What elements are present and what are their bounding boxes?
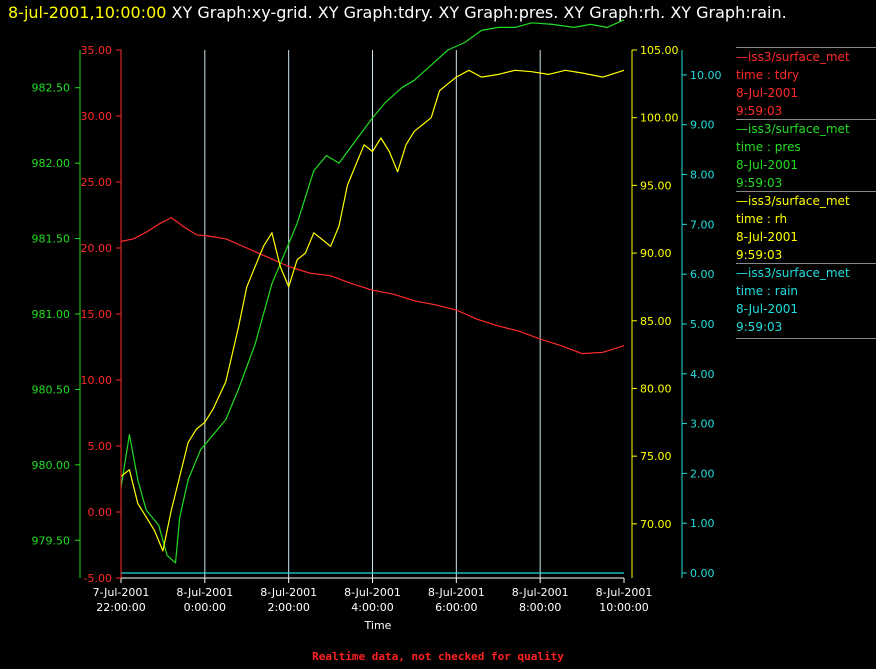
rain-tick-label: 5.00 <box>690 318 715 331</box>
rain-tick-label: 1.00 <box>690 517 715 530</box>
legend-line2: time : pres <box>736 140 801 154</box>
legend-line1: —iss3/surface_met <box>736 122 850 136</box>
pres-tick-label: 982.00 <box>32 157 71 170</box>
tdry-tick-label: -5.00 <box>84 572 112 585</box>
rh-tick-label: 100.00 <box>640 112 679 125</box>
legend-line3: 8-Jul-2001 <box>736 302 798 316</box>
legend-line1: —iss3/surface_met <box>736 50 850 64</box>
rain-tick-label: 9.00 <box>690 119 715 132</box>
tdry-tick-label: 0.00 <box>88 506 113 519</box>
x-tick-label: 4:00:00 <box>351 601 393 614</box>
x-tick-label: 8-Jul-2001 <box>428 586 485 599</box>
rh-tick-label: 70.00 <box>640 518 672 531</box>
tdry-tick-label: 15.00 <box>81 308 113 321</box>
tdry-tick-label: 30.00 <box>81 110 113 123</box>
tdry-tick-label: 5.00 <box>88 440 113 453</box>
pres-tick-label: 982.50 <box>32 82 71 95</box>
pres-series-line <box>120 19 625 564</box>
pres-tick-label: 979.50 <box>32 534 71 547</box>
legend-separator-line <box>736 338 876 339</box>
tdry-tick-label: 20.00 <box>81 242 113 255</box>
grid-lines <box>204 50 541 578</box>
x-tick-label: 8-Jul-2001 <box>260 586 317 599</box>
legend-line3: 8-Jul-2001 <box>736 158 798 172</box>
legend-line1: —iss3/surface_met <box>736 194 850 208</box>
x-tick-label: 8:00:00 <box>519 601 561 614</box>
rain-tick-label: 8.00 <box>690 169 715 182</box>
quality-footer: Realtime data, not checked for quality <box>312 650 564 663</box>
legend-separator <box>736 191 876 192</box>
x-tick-label: 22:00:00 <box>96 601 145 614</box>
chart-series <box>120 19 625 574</box>
rain-tick-label: 2.00 <box>690 467 715 480</box>
rh-tick-label: 80.00 <box>640 382 672 395</box>
title-graph-list: XY Graph:xy-grid. XY Graph:tdry. XY Grap… <box>171 3 787 22</box>
rh-tick-label: 95.00 <box>640 179 672 192</box>
rh-tick-label: 75.00 <box>640 450 672 463</box>
x-tick-label: 8-Jul-2001 <box>596 586 653 599</box>
legend-line2: time : tdry <box>736 68 800 82</box>
x-tick-label: 8-Jul-2001 <box>512 586 569 599</box>
rh-series-line <box>120 69 625 552</box>
x-tick-label: 7-Jul-2001 <box>93 586 150 599</box>
legend-line2: time : rain <box>736 284 799 298</box>
rain-tick-label: 10.00 <box>690 69 722 82</box>
x-tick-label: 10:00:00 <box>599 601 648 614</box>
tdry-series-line <box>120 217 625 355</box>
legend-line3: 8-Jul-2001 <box>736 230 798 244</box>
tdry-tick-label: 25.00 <box>81 176 113 189</box>
pres-tick-label: 981.00 <box>32 308 71 321</box>
tdry-tick-label: 10.00 <box>81 374 113 387</box>
chart-axes: 7-Jul-2001 22:00:00 8-Jul-2001 0:00:00 8-Jul… <box>32 44 722 614</box>
pres-tick-label: 981.50 <box>32 233 71 246</box>
x-tick-label: 0:00:00 <box>184 601 226 614</box>
legend-separator <box>736 338 876 339</box>
window-title: 8-jul-2001,10:00:00 XY Graph:xy-grid. XY… <box>8 3 787 22</box>
rain-tick-label: 3.00 <box>690 418 715 431</box>
legend-line4: 9:59:03 <box>736 176 783 190</box>
legend-line4: 9:59:03 <box>736 104 783 118</box>
legend-line2: time : rh <box>736 212 788 226</box>
pres-tick-label: 980.50 <box>32 383 71 396</box>
x-tick-label: 8-Jul-2001 <box>344 586 401 599</box>
rh-tick-label: 105.00 <box>640 44 679 57</box>
x-tick-label: 8-Jul-2001 <box>176 586 233 599</box>
rain-tick-label: 0.00 <box>690 567 715 580</box>
rain-tick-label: 6.00 <box>690 268 715 281</box>
rh-tick-label: 90.00 <box>640 247 672 260</box>
title-datetime: 8-jul-2001,10:00:00 <box>8 3 167 22</box>
legend-separator <box>736 263 876 264</box>
legend-separator <box>736 119 876 120</box>
rain-tick-label: 4.00 <box>690 368 715 381</box>
x-axis-label: Time <box>364 619 392 632</box>
pres-tick-label: 980.00 <box>32 459 71 472</box>
rh-tick-label: 85.00 <box>640 315 672 328</box>
x-tick-label: 6:00:00 <box>435 601 477 614</box>
legend-line3: 8-Jul-2001 <box>736 86 798 100</box>
x-tick-label: 2:00:00 <box>267 601 309 614</box>
tdry-tick-label: 35.00 <box>81 44 113 57</box>
legend-line1: —iss3/surface_met <box>736 266 850 280</box>
rain-tick-label: 7.00 <box>690 218 715 231</box>
legend-line4: 9:59:03 <box>736 248 783 262</box>
legend-separator <box>736 47 876 48</box>
legend-line4: 9:59:03 <box>736 320 783 334</box>
